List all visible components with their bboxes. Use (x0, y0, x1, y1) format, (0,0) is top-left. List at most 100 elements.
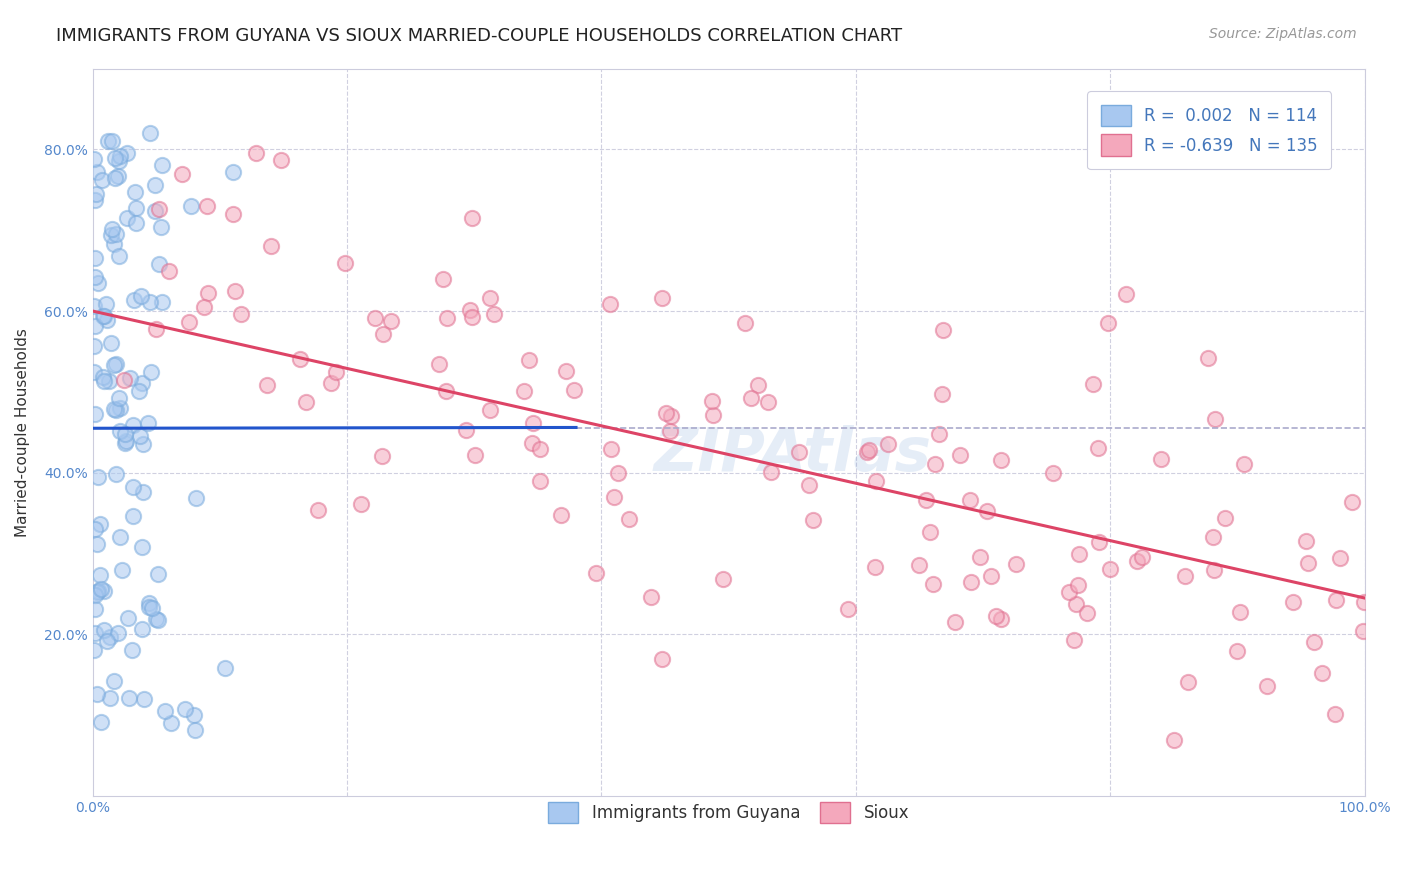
Point (700, 393, 723, 408)
Point (89, 516, 111, 531)
Point (145, 322, 167, 336)
Point (96, 633, 118, 648)
Point (180, 199, 202, 213)
Point (197, 285, 219, 300)
Point (96, 297, 118, 311)
Point (97, 374, 120, 388)
Point (108, 401, 131, 415)
Point (103, 358, 125, 372)
Point (1353, 624, 1375, 639)
Point (256, 377, 278, 392)
Point (124, 185, 146, 199)
Point (943, 615, 966, 629)
Point (146, 566, 169, 581)
Point (969, 550, 991, 565)
Point (193, 300, 215, 314)
Point (990, 453, 1012, 467)
Point (100, 335, 122, 350)
Point (651, 652, 673, 666)
Point (380, 314, 402, 328)
Point (115, 211, 138, 225)
Point (295, 395, 318, 409)
Point (90, 714, 112, 729)
Point (1163, 732, 1185, 747)
Point (600, 442, 623, 456)
Point (461, 211, 484, 225)
Point (90, 582, 112, 596)
Point (1067, 547, 1090, 561)
Point (1125, 554, 1147, 568)
Point (86, 585, 108, 599)
Point (959, 493, 981, 508)
Point (877, 437, 900, 451)
Point (84, 407, 107, 421)
Point (84, 588, 107, 602)
Point (138, 600, 160, 615)
Point (115, 434, 138, 448)
Point (183, 708, 205, 723)
Point (787, 444, 810, 458)
Point (150, 294, 173, 309)
Legend: Immigrants from Guyana, Sioux: Immigrants from Guyana, Sioux (537, 790, 921, 835)
Point (333, 256, 356, 270)
Point (702, 408, 724, 422)
Point (83, 642, 105, 657)
Point (602, 490, 624, 504)
Point (86, 164, 108, 178)
Point (184, 723, 207, 737)
Point (980, 569, 1002, 583)
Point (184, 491, 207, 506)
Point (908, 558, 931, 572)
Point (564, 383, 586, 397)
Point (153, 704, 176, 718)
Point (918, 525, 941, 540)
Point (1302, 635, 1324, 649)
Point (222, 165, 245, 179)
Point (432, 271, 454, 285)
Point (1042, 466, 1064, 480)
Point (856, 445, 879, 459)
Point (1202, 563, 1225, 577)
Point (139, 365, 162, 379)
Point (863, 560, 886, 574)
Point (83, 319, 105, 334)
Point (585, 566, 607, 581)
Point (1150, 451, 1173, 466)
Point (83, 523, 105, 537)
Point (89, 568, 111, 582)
Point (464, 448, 486, 462)
Point (1202, 530, 1225, 544)
Point (108, 391, 131, 405)
Point (104, 467, 127, 482)
Point (522, 436, 544, 450)
Point (150, 219, 173, 234)
Point (129, 429, 152, 443)
Point (1329, 551, 1351, 566)
Point (105, 402, 128, 417)
Point (138, 596, 160, 610)
Point (143, 178, 166, 192)
Point (110, 563, 132, 577)
Point (1341, 494, 1364, 508)
Point (1081, 377, 1104, 392)
Point (121, 480, 143, 494)
Point (321, 376, 343, 390)
Point (117, 611, 139, 625)
Point (128, 384, 150, 399)
Point (454, 423, 477, 437)
Point (148, 202, 170, 216)
Point (1323, 706, 1346, 721)
Point (86, 470, 108, 484)
Point (108, 149, 131, 163)
Point (83, 193, 105, 207)
Point (146, 613, 169, 627)
Point (83, 299, 105, 313)
Point (87, 583, 110, 598)
Point (121, 643, 143, 657)
Y-axis label: Married-couple Households: Married-couple Households (15, 328, 30, 537)
Point (1204, 412, 1226, 426)
Point (108, 530, 131, 544)
Point (651, 291, 673, 305)
Point (104, 170, 127, 185)
Point (83, 339, 105, 353)
